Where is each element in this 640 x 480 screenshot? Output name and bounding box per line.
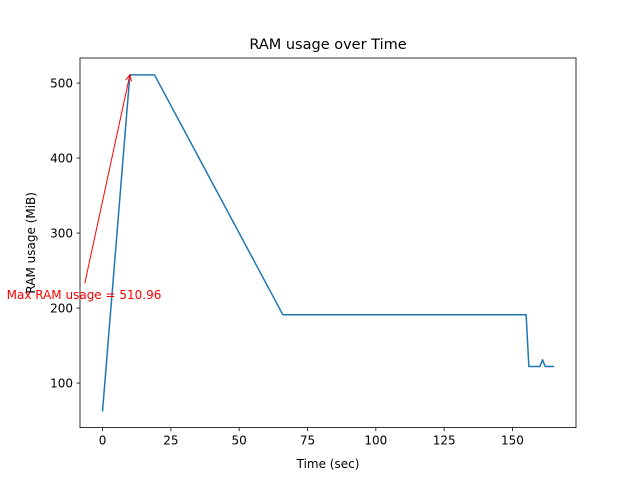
x-tick-label: 150 xyxy=(501,434,524,448)
series-line-0 xyxy=(101,74,555,412)
y-tick-label: 300 xyxy=(50,226,73,240)
chart-title: RAM usage over Time xyxy=(249,37,406,53)
x-tick-label: 125 xyxy=(433,434,456,448)
x-axis-label: Time (sec) xyxy=(296,457,360,471)
x-tick-label: 25 xyxy=(163,434,178,448)
annotation-arrow xyxy=(84,74,131,284)
y-tick-label: 400 xyxy=(50,151,73,165)
y-axis: 100 200 300 400 500 xyxy=(50,76,80,390)
plot-area xyxy=(101,74,555,412)
y-axis-label: RAM usage (MiB) xyxy=(24,192,38,294)
y-tick-label: 100 xyxy=(50,376,73,390)
y-tick-label: 500 xyxy=(50,76,73,90)
x-tick-label: 75 xyxy=(300,434,315,448)
annotation-text: Max RAM usage = 510.96 xyxy=(7,288,162,302)
annotation: Max RAM usage = 510.96 xyxy=(7,73,162,302)
y-tick-label: 200 xyxy=(50,301,73,315)
axes-frame xyxy=(79,57,577,429)
x-tick-label: 0 xyxy=(99,434,107,448)
x-tick-label: 100 xyxy=(364,434,387,448)
x-axis: 0 25 50 75 100 125 150 xyxy=(99,427,524,448)
annotation-arrowhead xyxy=(125,73,133,82)
x-tick-label: 50 xyxy=(232,434,247,448)
